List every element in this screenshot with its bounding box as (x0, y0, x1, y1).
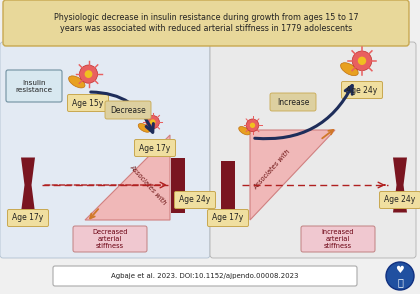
FancyBboxPatch shape (53, 266, 357, 286)
Circle shape (352, 51, 372, 71)
Ellipse shape (341, 63, 358, 76)
Polygon shape (250, 130, 335, 220)
Circle shape (246, 119, 259, 132)
Ellipse shape (138, 123, 150, 132)
Text: Age 17y: Age 17y (139, 143, 171, 153)
Circle shape (150, 119, 155, 125)
Bar (171, 158, 185, 213)
Text: Increased
arterial
stiffness: Increased arterial stiffness (322, 229, 354, 249)
Text: Associates with: Associates with (129, 164, 168, 206)
Text: Age 24y: Age 24y (384, 196, 416, 205)
Text: Associates with: Associates with (252, 149, 291, 191)
Text: Physiologic decrease in insulin resistance during growth from ages 15 to 17
year: Physiologic decrease in insulin resistan… (54, 13, 358, 34)
FancyBboxPatch shape (6, 70, 62, 102)
Text: Decreased
arterial
stiffness: Decreased arterial stiffness (92, 229, 128, 249)
FancyBboxPatch shape (210, 42, 416, 258)
FancyBboxPatch shape (341, 81, 383, 98)
FancyBboxPatch shape (301, 226, 375, 252)
Text: Agbaje et al. 2023. DOI:10.1152/ajpendo.00008.2023: Agbaje et al. 2023. DOI:10.1152/ajpendo.… (111, 273, 299, 279)
FancyBboxPatch shape (174, 191, 215, 208)
FancyBboxPatch shape (68, 94, 108, 111)
FancyBboxPatch shape (270, 93, 316, 111)
Text: Age 17y: Age 17y (213, 213, 244, 223)
FancyBboxPatch shape (380, 191, 420, 208)
Text: Age 24y: Age 24y (179, 196, 210, 205)
Circle shape (84, 70, 92, 78)
Ellipse shape (68, 76, 85, 88)
Polygon shape (393, 158, 407, 213)
Text: Age 15y: Age 15y (72, 98, 104, 108)
Circle shape (386, 262, 414, 290)
Bar (221, 161, 235, 209)
Text: Age 17y: Age 17y (12, 213, 44, 223)
Text: Insulin
resistance: Insulin resistance (16, 79, 52, 93)
Polygon shape (21, 158, 35, 213)
Circle shape (146, 116, 160, 129)
Text: Increase: Increase (277, 98, 309, 106)
FancyBboxPatch shape (8, 210, 48, 226)
FancyBboxPatch shape (207, 210, 249, 226)
Circle shape (250, 123, 255, 128)
FancyArrowPatch shape (255, 86, 352, 139)
Circle shape (79, 65, 97, 83)
Ellipse shape (239, 126, 250, 135)
FancyBboxPatch shape (73, 226, 147, 252)
Polygon shape (85, 135, 170, 220)
FancyBboxPatch shape (105, 101, 151, 119)
FancyBboxPatch shape (3, 0, 409, 46)
FancyArrowPatch shape (91, 92, 153, 132)
FancyBboxPatch shape (134, 139, 176, 156)
Circle shape (358, 57, 366, 65)
FancyBboxPatch shape (0, 42, 210, 258)
Text: ♥
🦴: ♥ 🦴 (396, 265, 404, 287)
Text: Age 24y: Age 24y (346, 86, 378, 94)
Text: Decrease: Decrease (110, 106, 146, 114)
